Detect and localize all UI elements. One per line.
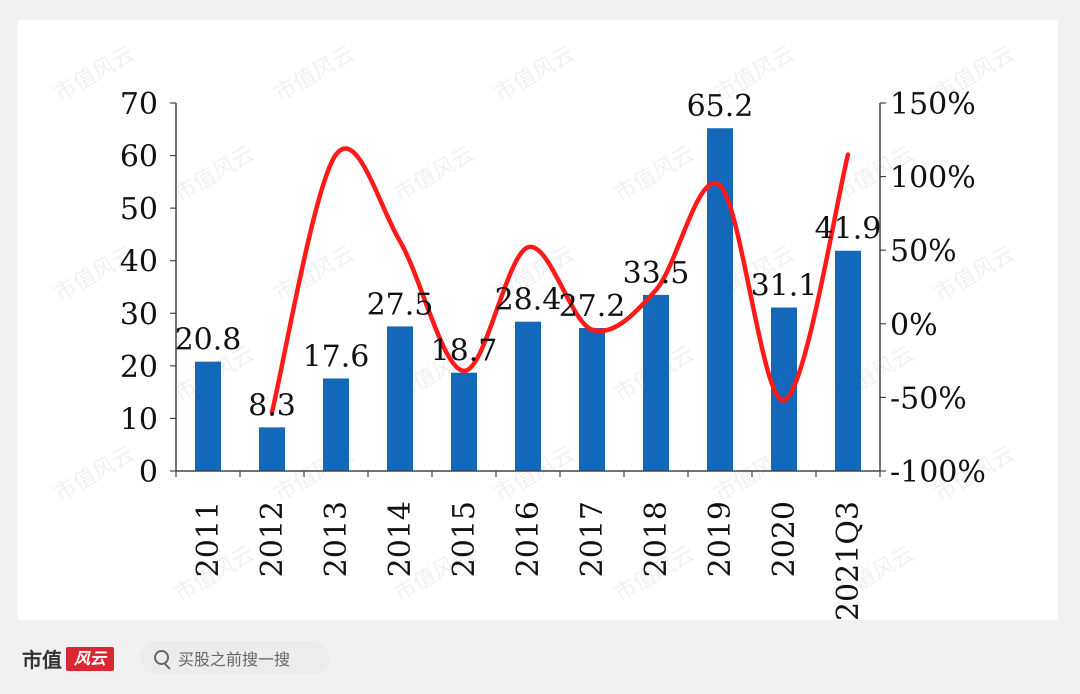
bar [707, 128, 733, 471]
x-tick-label: 2017 [575, 501, 610, 577]
data-label: 33.5 [623, 256, 690, 291]
y-tick-label-left: 30 [120, 297, 158, 332]
bar [835, 250, 861, 471]
y-tick-label-right: 50% [890, 234, 957, 269]
bar [259, 427, 285, 471]
y-tick-label-right: 100% [890, 161, 976, 196]
data-label: 65.2 [687, 89, 754, 124]
watermark-text: 市值风云 [270, 42, 359, 108]
bar [579, 328, 605, 471]
search-icon [140, 642, 171, 674]
data-label: 28.4 [495, 283, 562, 318]
brand-logo-mark: 风云 [66, 646, 114, 671]
y-tick-label-right: 0% [890, 308, 938, 343]
bar [643, 294, 669, 471]
footer-bar: 市值 风云 买股之前搜一搜 [0, 622, 1080, 694]
watermark-text: 市值风云 [610, 142, 699, 208]
brand-logo[interactable]: 市值 风云 [22, 644, 114, 673]
growth-line [269, 146, 851, 415]
watermark-text: 市值风云 [270, 242, 359, 308]
bar [387, 326, 413, 471]
x-tick-label: 2015 [447, 501, 482, 577]
watermark-text: 市值风云 [50, 442, 139, 508]
watermark-text: 市值风云 [490, 42, 579, 108]
search-placeholder: 买股之前搜一搜 [178, 650, 291, 669]
x-tick-label: 2020 [767, 501, 802, 577]
bar [515, 321, 541, 471]
data-label: 20.8 [175, 323, 242, 358]
y-tick-label-left: 20 [120, 350, 158, 385]
x-tick-label: 2013 [319, 501, 354, 577]
data-label: 27.2 [559, 289, 626, 324]
bar [195, 361, 221, 471]
y-tick-label-right: 150% [890, 87, 976, 122]
data-label: 27.5 [367, 287, 434, 322]
brand-name: 市值 [22, 648, 62, 672]
y-tick-label-left: 10 [120, 402, 158, 437]
bar [451, 372, 477, 471]
bar [323, 378, 349, 471]
search-box[interactable]: 买股之前搜一搜 [140, 642, 330, 674]
y-tick-label-left: 40 [120, 245, 158, 280]
x-tick-label: 2018 [639, 501, 674, 577]
x-tick-label: 2021Q3 [831, 501, 866, 620]
y-tick-label-left: 50 [120, 192, 158, 227]
watermark-text: 市值风云 [390, 142, 479, 208]
chart-card: 市值风云 市值风云 市值风云 市值风云 市值风云 市值风云 市值风云 市值风云 市值风云 市值风云… [18, 20, 1058, 620]
y-tick-label-left: 70 [120, 87, 158, 122]
data-label: 41.9 [815, 212, 882, 247]
watermark-text: 市值风云 [170, 142, 259, 208]
x-tick-label: 2014 [383, 501, 418, 577]
x-tick-label: 2016 [511, 501, 546, 577]
data-label: 17.6 [303, 339, 370, 374]
data-label: 18.7 [431, 334, 498, 369]
data-label: 8.3 [248, 388, 296, 423]
x-tick-label: 2012 [255, 501, 290, 577]
y-tick-label-right: -50% [890, 381, 967, 416]
data-label: 31.1 [751, 269, 818, 304]
y-tick-label-left: 0 [139, 455, 158, 490]
y-tick-label-right: -100% [890, 455, 986, 490]
y-tick-label-left: 60 [120, 140, 158, 175]
x-tick-label: 2011 [191, 501, 226, 577]
x-tick-label: 2019 [703, 501, 738, 577]
